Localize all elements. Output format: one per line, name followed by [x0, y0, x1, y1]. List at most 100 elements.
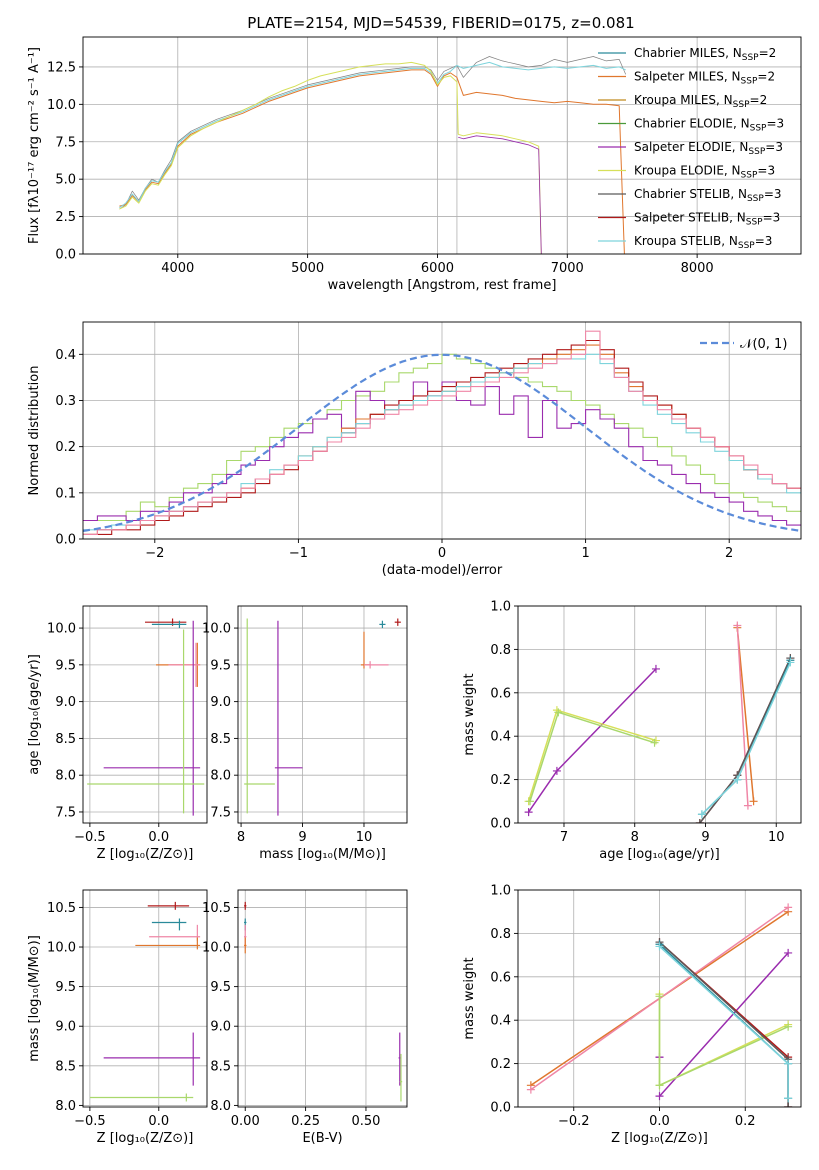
- series-line-2: [529, 711, 655, 802]
- data-point-marker: [784, 948, 793, 957]
- series-line-3: [119, 61, 542, 254]
- plot-area: [526, 903, 793, 1107]
- legend-label-name: Kroupa ELODIE, N: [634, 164, 741, 178]
- y-tick-label: 10.0: [202, 941, 231, 956]
- legend-label-sub: SSP: [741, 77, 758, 87]
- series-line-5: [699, 657, 792, 823]
- data-point-marker: [749, 797, 758, 806]
- legend-label-name: Salpeter MILES, N: [634, 70, 741, 84]
- series-line-3: [736, 627, 755, 802]
- plot-area: [244, 901, 403, 1102]
- x-tick-label: 0.0: [148, 830, 169, 845]
- x-tick-label: 8000: [681, 261, 714, 276]
- y-tick-label: 9.0: [210, 1020, 231, 1035]
- figure-title: PLATE=2154, MJD=54539, FIBERID=0175, z=0…: [247, 14, 634, 32]
- legend-label: Chabrier MILES, NSSP=2: [634, 46, 776, 63]
- legend-label: Salpeter MILES, NSSP=2: [634, 70, 775, 87]
- data-point-marker: [784, 1022, 793, 1031]
- y-tick-label: 0.4: [490, 1014, 511, 1029]
- legend-label: Chabrier STELIB, NSSP=3: [634, 187, 782, 204]
- panel-weight-vs-Z: −0.2 0.0 0.2 0.0 0.2 0.4 0.6 0.8 1.0 Z [log₁₀(Z/Z…: [462, 884, 802, 1146]
- data-point-marker: [524, 808, 533, 817]
- x-tick-label: −0.5: [74, 1114, 106, 1129]
- y-tick-label: 8.5: [55, 732, 76, 747]
- data-point-marker: [552, 766, 561, 775]
- legend-label-value: =2: [759, 46, 777, 60]
- y-tick-label: 1.0: [490, 600, 511, 615]
- y-tick-label: 0.2: [490, 1057, 511, 1072]
- y-tick-label: 10.0: [47, 941, 76, 956]
- data-point-marker: [526, 1085, 535, 1094]
- panel-residuals: −2 −1 0 1 2 0.0 0.1 0.2 0.3 0.4 (data-model)/error…: [27, 321, 802, 578]
- x-tick-label: 10: [356, 830, 373, 845]
- x-tick-label: 0.0: [649, 1114, 670, 1129]
- axes-frame: [237, 605, 408, 824]
- legend-label-value: =3: [763, 211, 781, 225]
- x-tick-label: −0.2: [558, 1114, 590, 1129]
- data-point-marker: [743, 801, 752, 810]
- x-axis-label: age [log₁₀(age/yr)]: [599, 847, 720, 862]
- y-axis-label: Flux [fλ10⁻¹⁷ erg cm⁻² s⁻¹ A⁻¹]: [27, 47, 42, 244]
- y-tick-label: 9.5: [210, 658, 231, 673]
- x-axis-label: wavelength [Angstrom, rest frame]: [328, 278, 557, 293]
- legend-label-sub: SSP: [738, 241, 755, 251]
- y-tick-label: 0.2: [55, 440, 76, 455]
- plot-area: [87, 618, 205, 816]
- series-line-8: [701, 662, 792, 815]
- x-tick-label: 6000: [421, 261, 454, 276]
- legend-label-sub: SSP: [746, 218, 763, 228]
- histogram-series-5: [83, 330, 801, 535]
- series-line-1: [527, 709, 657, 802]
- plot-area: [83, 330, 801, 535]
- series-line-7: [701, 659, 792, 815]
- data-point-marker: [697, 810, 706, 819]
- legend-label: Kroupa MILES, NSSP=2: [634, 93, 767, 110]
- legend-label-value: =3: [757, 164, 775, 178]
- histogram-series-3: [83, 339, 801, 535]
- y-tick-label: 8.5: [55, 1059, 76, 1074]
- data-point-marker: [733, 775, 742, 784]
- legend-label-sub: SSP: [733, 100, 750, 110]
- legend-label-sub: SSP: [748, 147, 765, 157]
- panel-mass-vs-Z: −0.5 0.0 8.0 8.5 9.0 9.5 10.0 10.5 Z [log₁₀(Z/Z⊙…: [27, 889, 208, 1146]
- y-tick-label: 0.6: [490, 686, 511, 701]
- data-point-marker: [733, 621, 742, 630]
- legend-label-value: =3: [766, 117, 784, 131]
- series-line-4: [736, 625, 749, 806]
- y-tick-label: 10.0: [47, 622, 76, 637]
- x-tick-label: 10: [768, 830, 785, 845]
- legend-label-value: =3: [765, 140, 783, 154]
- x-tick-label: 8: [237, 830, 245, 845]
- y-tick-label: 0.0: [490, 817, 511, 832]
- x-tick-label: −0.5: [74, 830, 106, 845]
- axes-frame: [82, 605, 208, 824]
- y-tick-label: 0.3: [55, 394, 76, 409]
- x-tick-label: 0.25: [291, 1114, 320, 1129]
- legend-label-value: =3: [764, 187, 782, 201]
- x-tick-label: 0.2: [735, 1114, 756, 1129]
- plot-area: [119, 37, 627, 254]
- x-tick-label: 0: [438, 546, 446, 561]
- x-axis-label: (data-model)/error: [382, 563, 503, 578]
- legend-label-value: =2: [750, 93, 768, 107]
- y-axis-label: Normed distribution: [27, 366, 42, 496]
- x-tick-label: 5000: [291, 261, 324, 276]
- y-tick-label: 9.5: [55, 658, 76, 673]
- axes-frame: [237, 889, 408, 1108]
- legend: 𝒩(0, 1): [700, 337, 787, 352]
- axes-frame: [82, 36, 802, 255]
- panel-mass-vs-EBV: 0.00 0.25 0.50 8.0 8.5 9.0 9.5 10.0 10.5 E(B-V): [202, 889, 408, 1146]
- legend-label: Salpeter ELODIE, NSSP=3: [634, 140, 783, 157]
- axes-frame: [517, 605, 802, 824]
- legend-label-name: Salpeter ELODIE, N: [634, 140, 748, 154]
- y-tick-label: 9.5: [210, 980, 231, 995]
- y-tick-label: 9.5: [55, 980, 76, 995]
- x-axis-label: Z [log₁₀(Z/Z⊙)]: [611, 1131, 708, 1146]
- y-tick-label: 0.6: [490, 970, 511, 985]
- x-tick-label: 1: [581, 546, 589, 561]
- legend-label-sub: SSP: [747, 194, 764, 204]
- y-tick-label: 1.0: [490, 884, 511, 899]
- y-tick-label: 9.0: [55, 695, 76, 710]
- legend-label-name: Kroupa MILES, N: [634, 93, 733, 107]
